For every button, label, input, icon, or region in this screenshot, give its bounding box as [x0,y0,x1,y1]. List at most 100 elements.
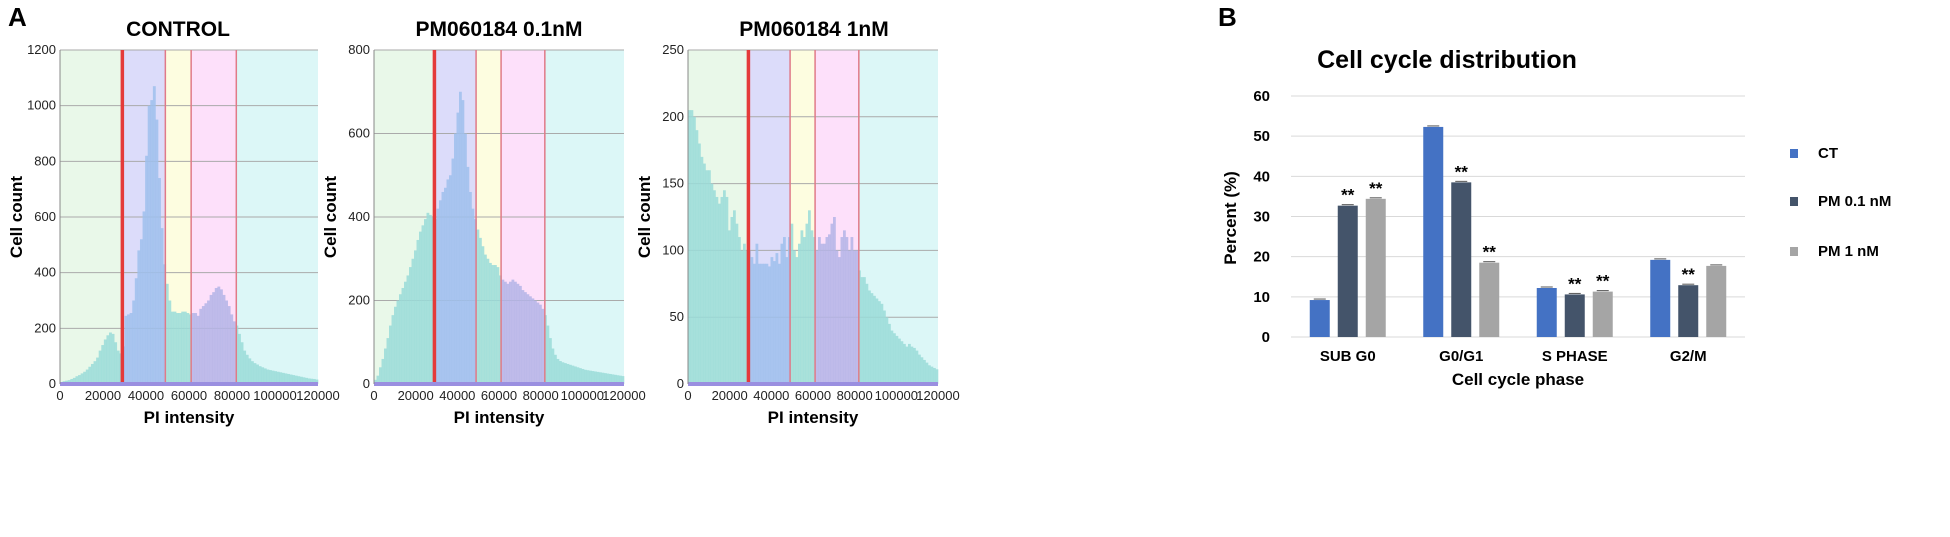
histogram-control: CONTROL 0 200 400 600 800 1000 1200 0 20000 40000 6… [7,18,340,427]
histogram-bar [900,341,904,384]
histogram-bar [155,119,159,384]
x-tick-label: 80000 [523,388,559,403]
x-tick-label: 40000 [128,388,164,403]
histogram-bar [70,378,74,384]
histogram-bar [429,214,432,384]
significance-marker: ** [1369,179,1383,198]
histogram-bar [103,339,107,384]
histogram-bar [619,375,622,384]
histogram-pm-0-1nm: PM060184 0.1nM 0 200 400 600 800 0 20000 40000 60… [321,18,646,427]
histogram-bar [111,333,115,384]
histogram-bar [770,257,774,384]
histogram-bar [501,279,505,384]
histogram-bar [299,376,303,384]
histogram-bar [85,369,89,384]
x-tick-label: 100000 [561,388,604,403]
y-tick-label: 1000 [27,98,56,113]
x-tick-label: 60000 [481,388,517,403]
bar-chart-title: Cell cycle distribution [1317,46,1577,74]
histogram-bar [127,314,130,384]
histogram-bar [621,376,625,384]
histogram-bar [768,266,771,384]
histogram-bar [883,310,886,384]
histogram-bar [738,237,741,384]
legend-label-pm-0-1nm: PM 0.1 nM [1818,193,1891,210]
histogram-bar [743,243,746,384]
histogram-bar [758,263,761,384]
legend-swatch-pm-1nm [1790,247,1798,256]
histogram-bar [150,100,154,384]
histogram-bar [263,368,267,384]
histogram-bar [750,257,754,384]
histogram-bar [240,342,244,384]
significance-marker: ** [1682,265,1696,284]
histogram-bar [454,133,457,384]
histogram-bar [310,378,314,384]
histogram-bar [160,228,164,384]
histogram-bar [114,342,118,384]
histogram-bar [494,265,497,384]
histogram-bar [441,191,445,384]
histogram-bar [227,306,231,384]
histogram-bar [574,366,577,384]
histogram-bar [451,158,455,384]
histogram-bar [713,190,716,384]
histogram-bar [386,338,390,384]
histogram-bar [466,166,470,384]
histogram-bar [406,275,410,384]
histogram-bar [78,375,81,384]
histogram-bar [810,230,814,384]
histogram-bar [147,105,151,385]
histogram-bar [875,298,879,384]
histogram-bar [920,357,924,384]
y-tick-label: 0 [49,376,56,391]
histogram-bar [559,361,562,384]
histogram-bar [80,373,84,384]
histogram-bar [730,217,734,384]
histogram-bar [411,258,415,384]
histogram-bar [710,183,714,384]
y-tick-label: 0 [363,376,370,391]
bar-pm-1nm [1706,265,1727,337]
histogram-bar [536,302,540,384]
histogram-bar [690,110,694,385]
histogram-bar [504,281,507,384]
significance-marker: ** [1596,272,1610,291]
y-tick-label: 400 [34,265,56,280]
histogram-bar [419,231,422,384]
histogram-bar [436,208,440,384]
histogram-bar [139,239,143,384]
histogram-bar [289,374,293,384]
category-label: SUB G0 [1320,348,1376,365]
histogram-bar [137,250,141,384]
histogram-bar [708,170,711,384]
y-tick-label: 100 [662,242,684,257]
histogram-bar [439,200,442,384]
histogram-bar [850,237,854,384]
x-tick-label: 0 [370,388,377,403]
histogram-bar [444,187,447,384]
histogram-bar [305,377,308,384]
histogram-bar [599,372,602,384]
histogram-bar [266,369,270,384]
histogram-bar [209,294,213,384]
histogram-bar [399,294,402,384]
histogram-bar [489,262,492,384]
histogram-bar [760,263,764,384]
histogram-bar [101,345,105,384]
histogram-title-control: CONTROL [126,18,230,41]
histogram-bar [606,373,610,384]
histogram-bar [469,191,472,384]
histogram-bar [798,243,801,384]
histogram-bar [566,363,570,384]
x-axis-title: PI intensity [454,408,545,427]
histogram-bar [755,243,759,384]
histogram-bar [915,350,919,384]
bar-ct [1423,126,1444,337]
histogram-bar [276,371,280,384]
histogram-bar [845,237,849,384]
histogram-bar [539,304,542,384]
histogram-bar [785,257,789,384]
